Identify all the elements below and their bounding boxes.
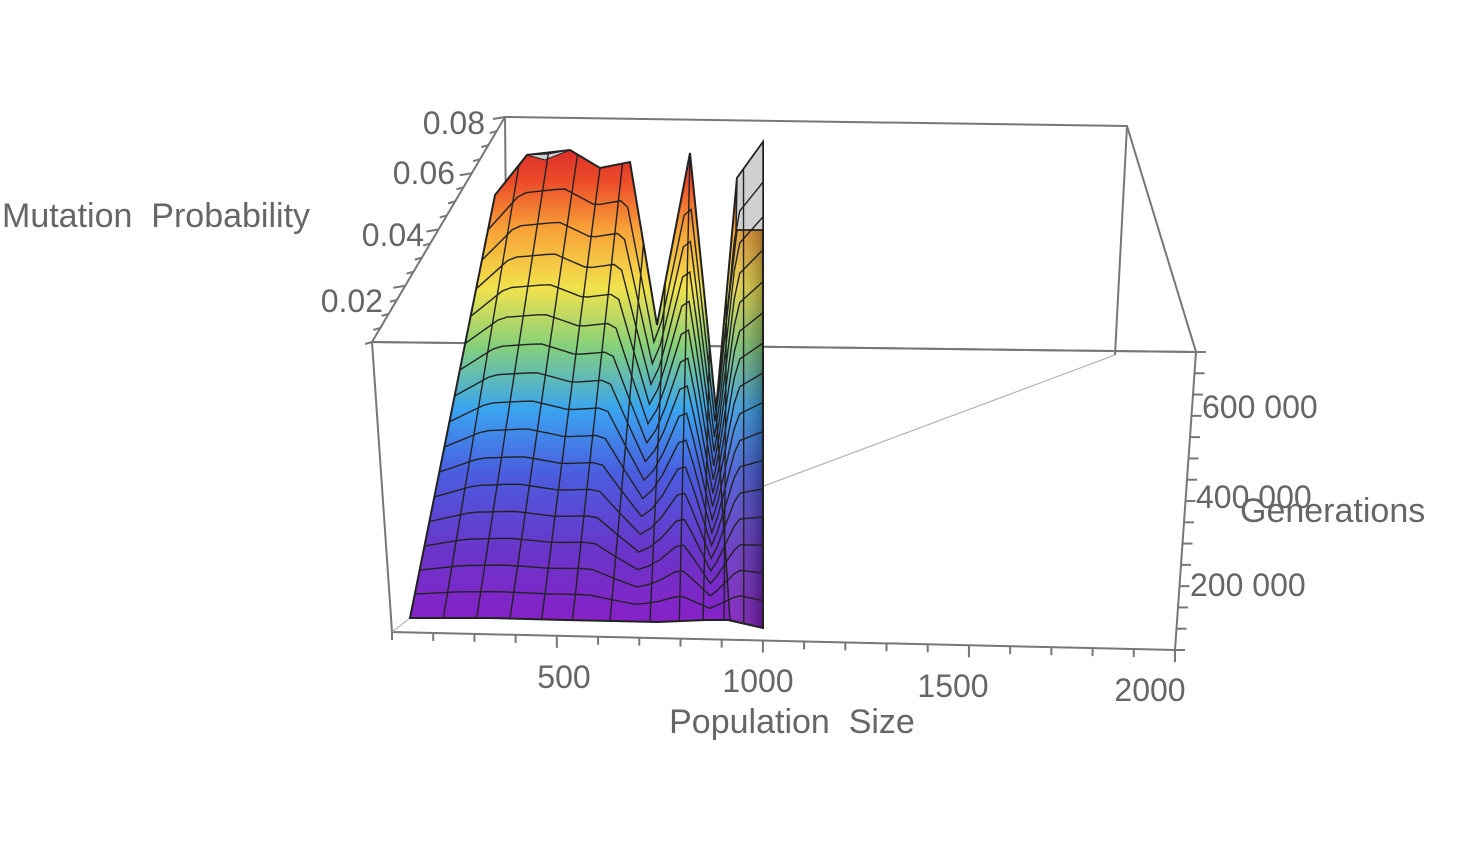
mesh-grid-line <box>442 164 520 619</box>
y-tick-label: 400 000 <box>1196 479 1312 515</box>
z-axis-tick <box>439 214 448 219</box>
mesh-grid-line <box>649 281 666 622</box>
z-axis-tick <box>459 172 472 177</box>
z-tick-label: 0.08 <box>423 105 485 141</box>
x-axis-ticks <box>391 632 1176 662</box>
z-axis-tick <box>447 200 456 205</box>
z-axis-tick <box>422 242 431 247</box>
z-axis-tick <box>472 158 481 163</box>
z-axis-tick <box>364 341 373 345</box>
z-axis-tick <box>456 186 464 191</box>
surface-mesh <box>408 138 764 630</box>
x-axis-title: Population Size <box>669 703 915 741</box>
z-tick-label: 0.06 <box>393 155 455 191</box>
z-axis-tick <box>381 312 389 317</box>
y-axis-ticks <box>1175 351 1206 651</box>
mesh-grid-line <box>678 152 691 623</box>
z-axis-tick <box>406 270 414 275</box>
x-tick-label: 1500 <box>917 668 988 704</box>
z-tick-label: 0.02 <box>321 283 383 319</box>
z-axis-tick <box>492 116 506 120</box>
mesh-grid-line <box>541 167 601 620</box>
x-tick-label: 1000 <box>722 663 793 699</box>
mesh-grid-line <box>609 243 645 622</box>
x-tick-label: 2000 <box>1114 672 1185 708</box>
mesh-grid-line <box>723 293 728 621</box>
y-tick-label: 600 000 <box>1202 389 1318 425</box>
z-axis-tick <box>481 144 489 149</box>
mesh-grid-line <box>476 152 550 619</box>
x-tick-label: 500 <box>537 659 590 695</box>
mesh-grid-line <box>702 345 711 622</box>
z-axis-tick <box>414 256 423 261</box>
mesh-grid-line <box>571 163 624 621</box>
z-axis-tick <box>489 130 497 135</box>
z-axis-ticks <box>364 116 506 345</box>
z-axis-tick <box>389 298 398 303</box>
z-tick-label: 0.04 <box>362 217 424 253</box>
y-tick-label: 200 000 <box>1190 567 1306 603</box>
z-axis-tick <box>426 228 439 233</box>
mesh-grid-line <box>509 154 579 619</box>
y-axis-title: Generations <box>1240 492 1425 530</box>
z-axis-tick <box>393 284 406 289</box>
z-axis-title: Mutation Probability <box>2 197 310 235</box>
z-axis-tick <box>373 326 381 331</box>
